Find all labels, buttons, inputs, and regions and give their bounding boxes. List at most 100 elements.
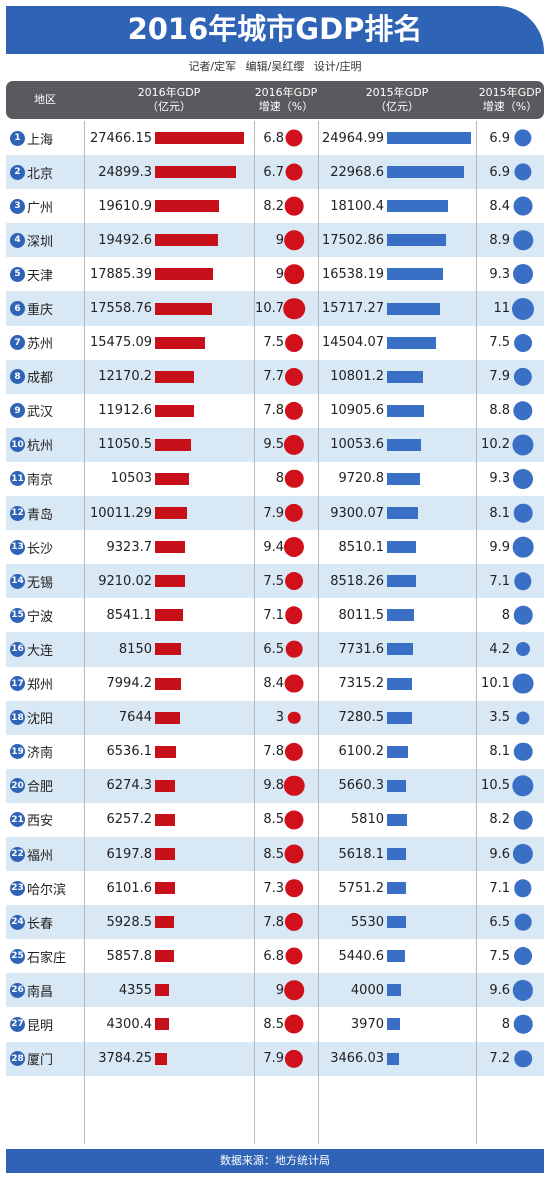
- growth2016-dot: [284, 1014, 304, 1034]
- rank-badge: 27: [10, 1016, 25, 1032]
- growth2015-dot: [513, 230, 533, 251]
- header-growth2016-label: 2016年GDP: [254, 86, 318, 99]
- city-name: 成都: [27, 371, 54, 387]
- growth2016-dot: [284, 913, 304, 932]
- rank-badge: 25: [10, 948, 25, 964]
- city-name: 上海: [27, 132, 54, 148]
- growth2016-value: 9: [275, 982, 284, 998]
- rank-badge: 10: [10, 437, 25, 453]
- table-row: 1 上海 27466.15 6.8 24964.99 6.9: [6, 121, 544, 155]
- gdp2015-bar: [387, 848, 406, 861]
- rank-badge: 7: [10, 335, 25, 351]
- growth2015-value: 7.1: [489, 880, 510, 896]
- growth2016-dot: [283, 537, 305, 558]
- city-cell: 5 天津: [6, 257, 84, 291]
- gdp2016-bar: [155, 268, 213, 281]
- gdp2016-value: 3784.25: [98, 1051, 152, 1067]
- city-cell: 4 深圳: [6, 223, 84, 257]
- city-cell: 2 北京: [6, 155, 84, 189]
- growth2016-value: 7.5: [263, 335, 284, 351]
- growth2015-dot: [514, 163, 532, 181]
- growth2015-value: 7.5: [489, 948, 510, 964]
- gdp2016-bar: [155, 1052, 168, 1065]
- gdp2016-bar: [155, 711, 180, 724]
- gdp2015-bar: [387, 472, 420, 485]
- table-row: 23 哈尔滨 6101.6 7.3 5751.2 7.1: [6, 871, 544, 905]
- rank-badge: 23: [10, 880, 25, 896]
- growth2016-dot: [284, 401, 304, 420]
- table-row: 19 济南 6536.1 7.8 6100.2 8.1: [6, 735, 544, 769]
- gdp2015-bar: [387, 404, 424, 417]
- growth2016-dot: [285, 163, 303, 181]
- rank-badge: 5: [10, 266, 25, 282]
- growth2015-dot: [514, 1049, 532, 1068]
- table-row: 7 苏州 15475.09 7.5 14504.07 7.5: [6, 326, 544, 360]
- city-cell: 10 杭州: [6, 428, 84, 462]
- growth2016-dot: [283, 775, 305, 797]
- growth2016-dot: [285, 641, 303, 658]
- growth2015-dot: [513, 1015, 533, 1034]
- growth2016-dot: [283, 434, 305, 455]
- city-cell: 27 昆明: [6, 1007, 84, 1041]
- header-gdp2015-label: 2015年GDP: [365, 86, 429, 99]
- gdp2016-bar: [155, 916, 175, 929]
- rank-badge: 16: [10, 641, 25, 657]
- growth2015-dot: [513, 742, 533, 762]
- credits-line: 记者/定军 编辑/吴红缨 设计/庄明: [188, 60, 362, 73]
- growth2015-dot: [514, 572, 532, 590]
- growth2015-dot: [514, 333, 532, 352]
- city-cell: 20 合肥: [6, 769, 84, 803]
- growth2015-value: 4.2: [489, 641, 510, 657]
- gdp2015-bar: [387, 711, 412, 724]
- growth2016-dot: [284, 980, 304, 1001]
- table-row: 12 青岛 10011.29 7.9 9300.07 8.1: [6, 496, 544, 531]
- city-name: 昆明: [27, 1018, 54, 1034]
- growth2015-dot: [514, 879, 532, 897]
- header-region: 地区: [6, 81, 84, 119]
- gdp2015-value: 8518.26: [330, 573, 384, 589]
- growth2016-value: 7.8: [263, 744, 284, 760]
- gdp2016-value: 6257.2: [106, 812, 153, 828]
- gdp2015-value: 6100.2: [338, 744, 385, 760]
- gdp2015-value: 7280.5: [338, 710, 385, 726]
- growth2015-dot: [513, 401, 533, 421]
- growth2015-value: 10.2: [481, 437, 510, 453]
- gdp2015-bar: [387, 234, 446, 247]
- gdp2016-value: 10011.29: [89, 505, 152, 521]
- growth2016-dot: [284, 742, 304, 761]
- gdp2015-bar: [387, 643, 413, 656]
- city-name: 杭州: [27, 439, 54, 455]
- gdp2016-value: 7994.2: [106, 676, 153, 692]
- growth2016-dot: [284, 367, 304, 386]
- growth2016-value: 8.4: [263, 676, 284, 692]
- growth2015-value: 11: [493, 301, 510, 317]
- growth2016-dot: [283, 297, 305, 320]
- growth2016-dot: [284, 674, 304, 693]
- growth2015-dot: [512, 980, 534, 1001]
- growth2016-value: 8.5: [263, 812, 284, 828]
- table-row: 5 天津 17885.39 9 16538.19 9.3: [6, 257, 544, 291]
- gdp2015-bar: [387, 916, 406, 929]
- gdp2016-value: 9210.02: [98, 573, 152, 589]
- gdp2016-value: 4355: [118, 982, 152, 998]
- gdp2015-bar: [387, 984, 401, 997]
- gdp2016-value: 8150: [118, 641, 152, 657]
- city-cell: 1 上海: [6, 121, 84, 155]
- column-divider: [84, 121, 85, 1144]
- rank-badge: 13: [10, 539, 25, 555]
- rank-badge: 24: [10, 914, 25, 930]
- growth2016-dot: [284, 469, 304, 489]
- gdp2016-value: 24899.3: [98, 164, 152, 180]
- growth2016-value: 7.1: [263, 607, 284, 623]
- city-cell: 22 福州: [6, 837, 84, 871]
- rank-badge: 1: [10, 130, 25, 146]
- growth2015-value: 8.8: [489, 403, 510, 419]
- gdp2015-value: 15717.27: [321, 301, 384, 317]
- growth2015-value: 8.1: [489, 505, 510, 521]
- growth2016-dot: [284, 810, 304, 830]
- city-name: 武汉: [27, 405, 54, 421]
- rank-badge: 22: [10, 846, 25, 862]
- gdp2015-bar: [387, 1052, 399, 1065]
- gdp2015-value: 14504.07: [321, 335, 384, 351]
- gdp2016-bar: [155, 984, 170, 997]
